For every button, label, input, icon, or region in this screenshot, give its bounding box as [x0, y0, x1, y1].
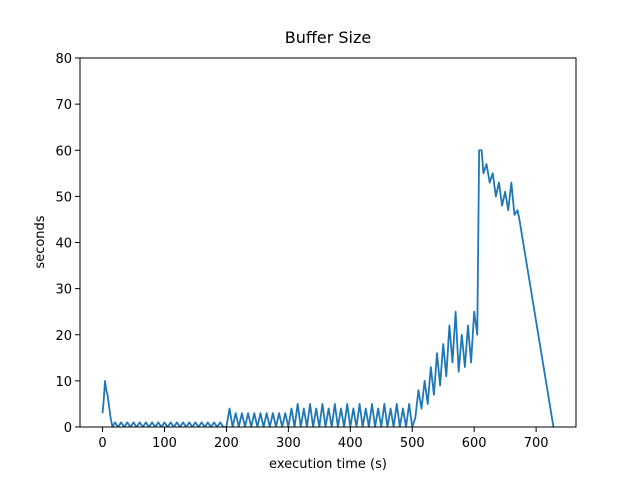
- x-tick-label: 100: [152, 436, 177, 451]
- data-line: [101, 149, 555, 427]
- x-axis-label: execution time (s): [269, 457, 387, 472]
- x-tick-label: 0: [98, 436, 106, 451]
- x-tick-label: 500: [400, 436, 425, 451]
- y-tick-label: 40: [55, 237, 72, 252]
- y-tick-label: 0: [64, 421, 72, 436]
- y-tick-label: 80: [55, 52, 72, 67]
- y-tick-label: 70: [55, 98, 72, 113]
- y-tick-label: 10: [55, 375, 72, 390]
- plot-frame: [79, 57, 577, 428]
- x-tick-label: 600: [462, 436, 487, 451]
- y-tick-label: 60: [55, 144, 72, 159]
- y-axis-label: seconds: [33, 215, 48, 268]
- x-tick-label: 700: [524, 436, 549, 451]
- x-tick-label: 300: [276, 436, 301, 451]
- y-tick-label: 20: [55, 329, 72, 344]
- y-tick-label: 50: [55, 190, 72, 205]
- chart-title: Buffer Size: [285, 28, 372, 47]
- y-tick-label: 30: [55, 283, 72, 298]
- x-tick-label: 400: [338, 436, 363, 451]
- x-tick-label: 200: [214, 436, 239, 451]
